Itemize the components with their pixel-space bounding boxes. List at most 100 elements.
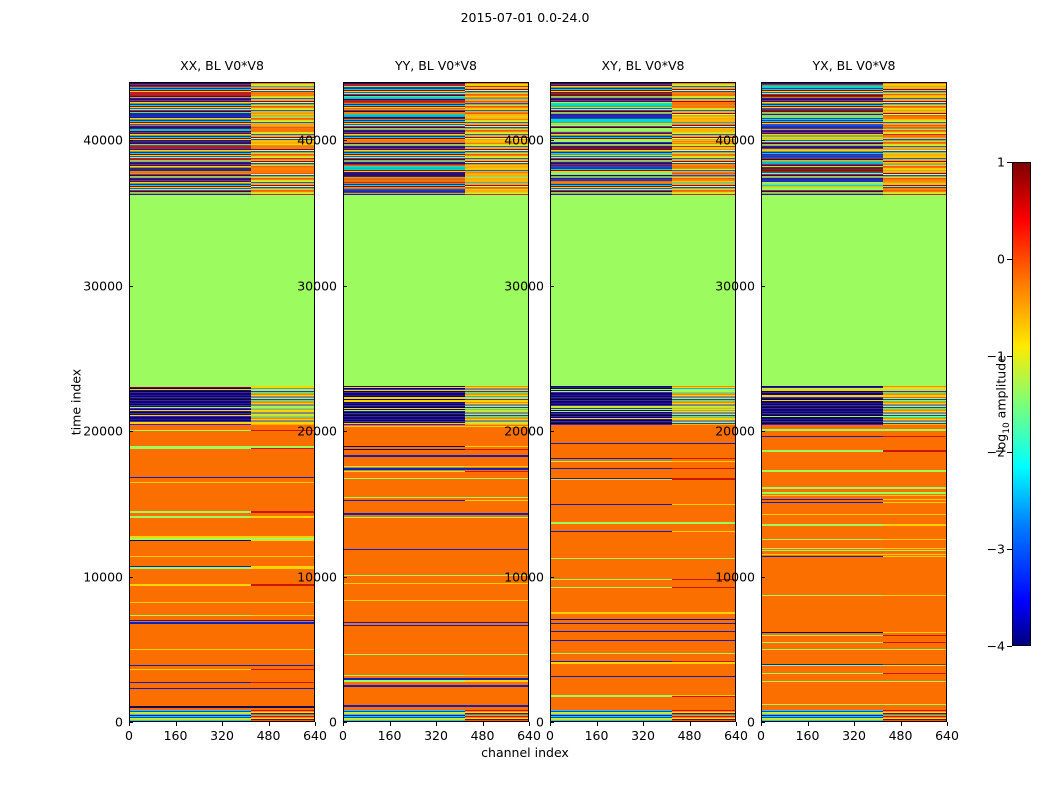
heatmap-band bbox=[762, 664, 946, 666]
heatmap-band bbox=[130, 385, 251, 425]
heatmap-band bbox=[671, 138, 735, 141]
heatmap-band bbox=[464, 709, 528, 721]
heatmap-band bbox=[882, 179, 946, 183]
heatmap-band bbox=[551, 631, 735, 633]
heatmap-band bbox=[250, 709, 314, 721]
heatmap-band bbox=[130, 167, 251, 171]
heatmap-band bbox=[130, 583, 314, 585]
heatmap-band bbox=[882, 168, 946, 173]
heatmap-band bbox=[250, 614, 314, 616]
heatmap-band bbox=[464, 186, 528, 189]
heatmap-band bbox=[250, 566, 314, 569]
x-tick-label: 160 bbox=[584, 728, 609, 743]
heatmap-band bbox=[130, 124, 251, 126]
heatmap-band bbox=[762, 709, 883, 721]
heatmap-band bbox=[344, 399, 528, 401]
colorbar[interactable]: −4 −3 −2 −1 0 1 log10 amplitude bbox=[987, 155, 1031, 654]
x-tick bbox=[222, 722, 223, 726]
y-tick bbox=[761, 722, 765, 723]
colorbar-tick-label: −2 bbox=[986, 444, 1005, 460]
heatmap-band bbox=[130, 389, 314, 391]
heatmap-band bbox=[671, 127, 735, 132]
heatmap-band bbox=[671, 587, 735, 589]
heatmap-band bbox=[464, 178, 528, 183]
heatmap-band bbox=[551, 417, 735, 419]
heatmap-band bbox=[250, 510, 314, 513]
x-tick-label: 0 bbox=[546, 728, 554, 743]
heatmap-band bbox=[551, 178, 672, 181]
heatmap-band bbox=[551, 147, 672, 151]
heatmap-image[interactable] bbox=[761, 82, 947, 722]
panel-xx[interactable]: XX, BL V0*V8 0 160 320 480 640 0 10000 20000 3000… bbox=[69, 58, 327, 743]
heatmap-band bbox=[130, 407, 314, 409]
heatmap-band bbox=[671, 103, 735, 108]
heatmap-band bbox=[882, 595, 946, 597]
heatmap-band bbox=[344, 496, 528, 498]
heatmap-band bbox=[464, 499, 528, 501]
heatmap-image[interactable] bbox=[343, 82, 529, 722]
heatmap-band bbox=[464, 114, 528, 118]
heatmap-band bbox=[250, 385, 314, 425]
heatmap-band bbox=[344, 86, 465, 88]
x-tick-label: 0 bbox=[339, 728, 347, 743]
heatmap-band bbox=[344, 386, 528, 388]
heatmap-band bbox=[762, 548, 946, 550]
x-tick bbox=[900, 722, 902, 726]
heatmap-band bbox=[344, 600, 528, 602]
heatmap-band bbox=[130, 481, 314, 483]
heatmap-band bbox=[762, 486, 946, 489]
heatmap-band bbox=[344, 139, 465, 144]
heatmap-band bbox=[762, 389, 946, 391]
panel-yx[interactable]: YX, BL V0*V8 0 160 320 480 640 0 10000 20000 3000… bbox=[715, 58, 959, 743]
heatmap-band bbox=[464, 188, 528, 193]
heatmap-band bbox=[130, 429, 314, 431]
heatmap-band bbox=[344, 165, 465, 170]
heatmap-band bbox=[344, 424, 528, 710]
heatmap-band bbox=[130, 682, 314, 684]
heatmap-band bbox=[882, 115, 946, 119]
heatmap-band bbox=[551, 695, 735, 697]
heatmap-band bbox=[762, 502, 946, 504]
heatmap-band bbox=[130, 124, 251, 129]
heatmap-band bbox=[130, 619, 314, 621]
heatmap-band bbox=[671, 114, 735, 119]
heatmap-band bbox=[250, 481, 314, 483]
y-tick bbox=[550, 431, 554, 433]
panel-yy[interactable]: YY, BL V0*V8 0 160 320 480 640 0 10000 20000 3000… bbox=[297, 58, 541, 743]
heatmap-band bbox=[250, 124, 314, 129]
heatmap-band bbox=[344, 685, 528, 688]
heatmap-band bbox=[130, 114, 251, 118]
heatmap-band bbox=[130, 555, 314, 557]
y-tick-label: 40000 bbox=[715, 132, 755, 148]
heatmap-band bbox=[130, 169, 251, 174]
heatmap-band bbox=[344, 622, 528, 624]
heatmap-band bbox=[551, 405, 735, 407]
heatmap-band bbox=[671, 468, 735, 470]
heatmap-band bbox=[464, 466, 528, 468]
x-tick bbox=[343, 722, 344, 726]
heatmap-band bbox=[344, 583, 528, 585]
heatmap-band bbox=[130, 664, 314, 666]
heatmap-band bbox=[762, 424, 946, 710]
x-tick bbox=[129, 722, 130, 726]
heatmap-band bbox=[762, 167, 883, 169]
x-tick-label: 640 bbox=[724, 728, 748, 743]
heatmap-band bbox=[344, 407, 528, 409]
y-tick-label: 0 bbox=[747, 714, 755, 730]
heatmap-band bbox=[762, 555, 946, 557]
heatmap-image[interactable] bbox=[550, 82, 736, 722]
heatmap-band bbox=[344, 401, 528, 403]
x-tick-label: 0 bbox=[125, 728, 133, 743]
heatmap-band bbox=[464, 101, 528, 103]
y-tick-label: 40000 bbox=[83, 132, 123, 148]
y-tick bbox=[129, 285, 133, 287]
heatmap-band bbox=[762, 109, 883, 113]
heatmap-band bbox=[250, 169, 314, 174]
heatmap-image[interactable] bbox=[129, 82, 315, 722]
panel-xy[interactable]: XY, BL V0*V8 0 160 320 480 640 0 10000 20000 3000… bbox=[504, 58, 748, 743]
heatmap-band bbox=[250, 128, 314, 131]
heatmap-band bbox=[551, 622, 735, 624]
heatmap-band bbox=[344, 178, 465, 183]
heatmap-band bbox=[344, 677, 528, 680]
heatmap-band bbox=[762, 134, 883, 137]
